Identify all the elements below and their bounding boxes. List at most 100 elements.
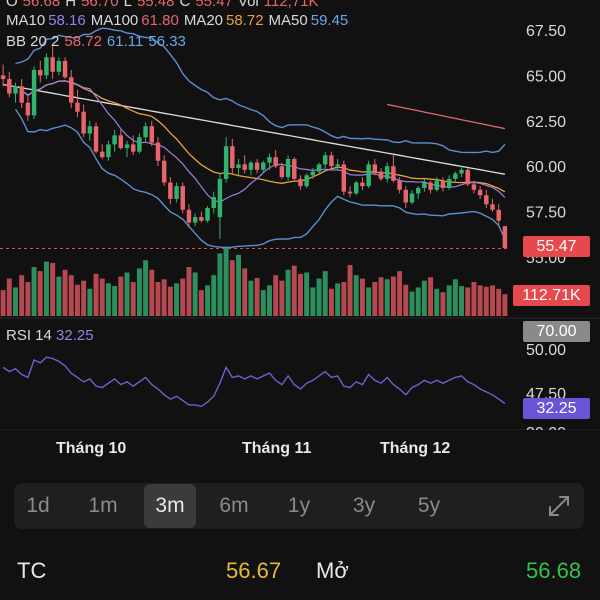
candle-body — [484, 195, 489, 205]
open-value: 56.68 — [526, 558, 582, 583]
volume-bar — [50, 262, 56, 316]
volume-bar — [167, 286, 173, 316]
volume-bar — [136, 268, 142, 316]
volume-bar — [130, 282, 136, 316]
volume-bar — [328, 288, 334, 316]
price-tick-label: 67.50 — [526, 23, 566, 40]
ohlc-part: 55.47 — [195, 0, 233, 10]
volume-bar — [428, 277, 434, 316]
volume-bar — [37, 271, 43, 316]
volume-bar — [105, 283, 111, 316]
candle-body — [471, 184, 477, 190]
volume-bar — [322, 271, 328, 316]
volume-bar — [149, 269, 155, 316]
range-6m-button[interactable]: 6m — [219, 494, 249, 517]
candle-body — [353, 182, 359, 194]
volume-bar — [285, 269, 291, 316]
candle-body — [87, 126, 93, 134]
candle-body — [161, 160, 167, 183]
last-price-tag: 55.47 — [523, 236, 590, 257]
candle-body — [7, 79, 12, 94]
candle-body — [453, 173, 458, 179]
candle-body — [316, 164, 322, 172]
ohlc-part: 112,71K — [263, 0, 319, 10]
bollinger-upper-line — [15, 27, 506, 154]
range-5y-button[interactable]: 5y — [417, 494, 441, 517]
ma-readout: MA10 58.16 MA100 61.80 MA20 58.72 MA50 59.45 — [6, 12, 353, 29]
stock-chart[interactable]: 67.5065.0062.5060.0057.5055.0050.0047.50… — [0, 0, 600, 430]
volume-bar — [13, 287, 18, 316]
volume-bar — [496, 288, 502, 316]
volume-bar — [87, 288, 93, 316]
volume-bar — [180, 278, 186, 316]
ma-label: MA50 — [268, 12, 308, 29]
candle-body — [360, 182, 365, 187]
candle-body — [205, 207, 210, 221]
volume-bar — [390, 276, 396, 316]
rsi-value-tag: 32.25 — [523, 398, 590, 419]
volume-bar — [452, 279, 458, 316]
candle-body — [434, 180, 439, 190]
volume-bar — [279, 280, 285, 316]
candle-body — [372, 164, 378, 172]
ma-value: 58.72 — [226, 12, 264, 29]
candle-body — [248, 162, 254, 170]
candle-body — [93, 126, 99, 152]
rsi-upper-tag: 70.00 — [523, 321, 590, 342]
candle-body — [502, 226, 508, 248]
candle-body — [490, 204, 495, 210]
candle-body — [149, 126, 155, 143]
rsi-tick-label: 30.00 — [526, 425, 566, 430]
candle-body — [124, 144, 130, 149]
volume-bar — [112, 286, 118, 316]
volume-bar — [440, 292, 446, 316]
candle-body — [211, 197, 216, 208]
ohlc-part: L — [123, 0, 132, 10]
candle-body — [118, 135, 124, 149]
range-3m-button[interactable]: 3m — [144, 484, 196, 528]
ma50-line — [2, 83, 506, 175]
volume-bar — [192, 272, 198, 316]
volume-tag: 112.71K — [513, 285, 590, 306]
ohlc-part: C — [179, 0, 191, 10]
expand-icon[interactable] — [546, 493, 572, 519]
volume-bar — [124, 272, 130, 316]
volume-bar — [198, 290, 204, 316]
month-label-nov: Tháng 11 — [242, 440, 312, 457]
candle-body — [285, 158, 291, 178]
candle-body — [50, 57, 55, 72]
ohlc-part: H — [65, 0, 77, 10]
candle-body — [81, 111, 86, 134]
range-3y-button[interactable]: 3y — [352, 494, 376, 517]
volume-bar — [161, 279, 167, 316]
ohlc-part: 55.48 — [136, 0, 175, 10]
rsi-label: RSI 14 — [6, 327, 52, 344]
volume-bar — [359, 278, 365, 316]
range-1m-button[interactable]: 1m — [88, 494, 118, 517]
rsi-line — [2, 356, 506, 408]
range-1d-button[interactable]: 1d — [26, 494, 50, 517]
volume-bar — [81, 280, 87, 316]
volume-bar — [155, 282, 161, 316]
volume-bar — [0, 290, 6, 316]
rsi-value: 32.25 — [56, 327, 94, 344]
volume-bar — [297, 273, 303, 316]
candle-body — [199, 217, 204, 221]
candle-body — [378, 171, 384, 179]
ma-value: 61.80 — [141, 12, 179, 29]
range-1y-button[interactable]: 1y — [287, 494, 311, 517]
volume-bar — [62, 269, 68, 316]
price-tick-label: 57.50 — [526, 205, 566, 222]
candle-body — [236, 164, 241, 169]
volume-bar — [446, 285, 452, 316]
volume-bar — [415, 287, 421, 316]
candle-body — [44, 57, 49, 76]
candle-body — [397, 180, 402, 190]
tc-value: 56.67 — [226, 558, 282, 583]
candle-body — [267, 157, 272, 163]
candle-body — [192, 217, 198, 223]
candle-body — [99, 151, 105, 158]
candle-body — [329, 155, 334, 167]
candle-body — [75, 102, 80, 112]
candle-body — [137, 137, 142, 152]
